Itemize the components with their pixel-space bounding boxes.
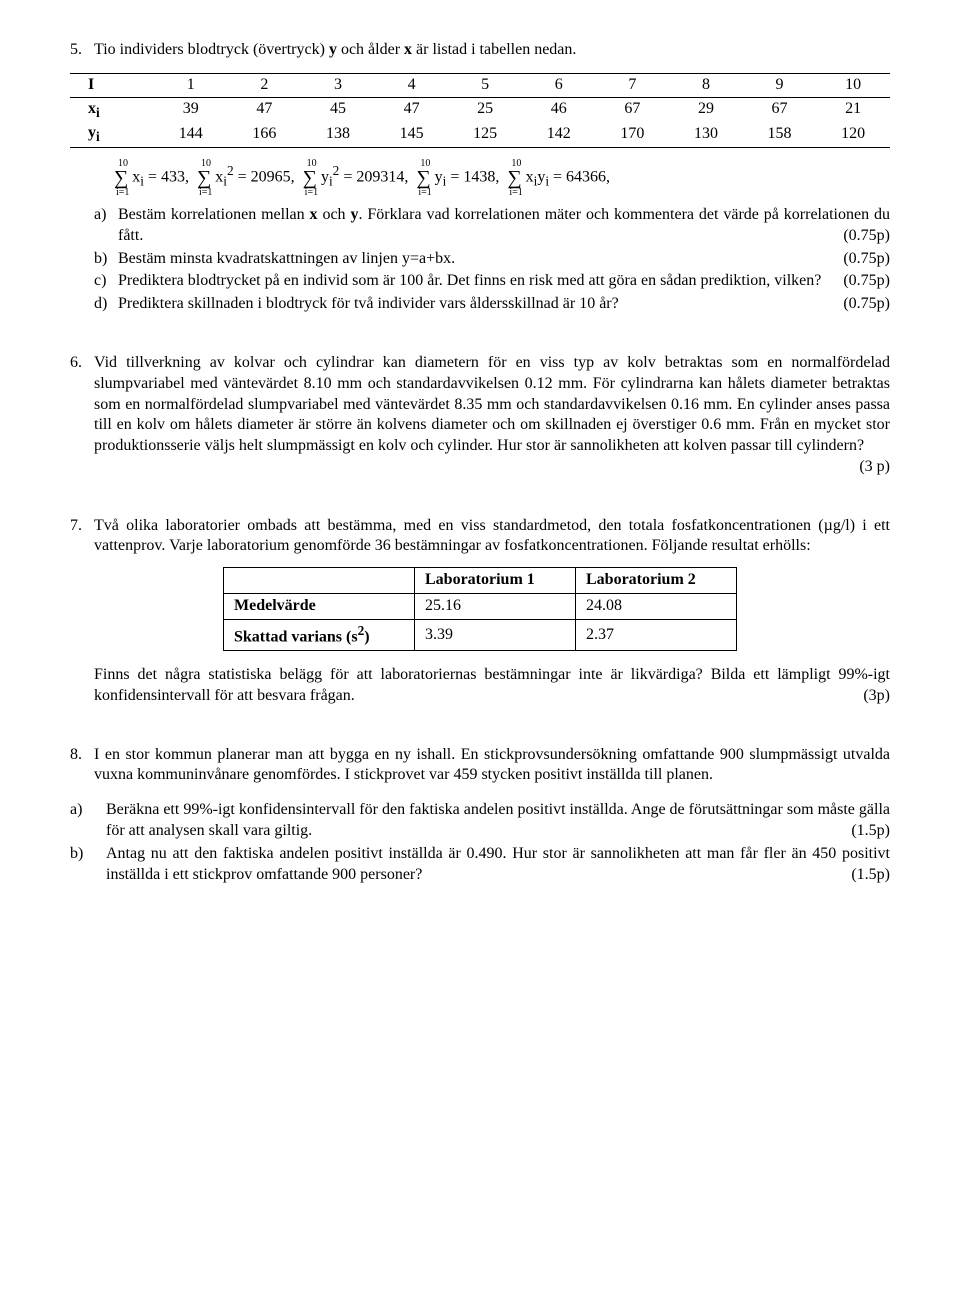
problem-7-outro: Finns det några statistiska belägg för a… bbox=[94, 666, 890, 704]
points: (1.5p) bbox=[851, 821, 890, 842]
points: (0.75p) bbox=[835, 249, 890, 270]
problem-8b: b) Antag nu att den faktiska andelen pos… bbox=[70, 844, 890, 886]
problem-5-table: I 1 2 3 4 5 6 7 8 9 10 xi 39 47 45 47 25… bbox=[70, 73, 890, 148]
problem-5a: a) Bestäm korrelationen mellan x och y. … bbox=[94, 205, 890, 247]
problem-8a: a) Beräkna ett 99%-igt konfidensinterval… bbox=[70, 800, 890, 842]
problem-6-text: Vid tillverkning av kolvar och cylindrar… bbox=[94, 354, 890, 454]
problem-6: 6. Vid tillverkning av kolvar och cylind… bbox=[70, 353, 890, 478]
problem-8-number: 8. bbox=[70, 745, 94, 787]
problem-5-sums: ∑10i=1 xi = 433, ∑10i=1 xi2 = 20965, ∑10… bbox=[114, 162, 890, 191]
problem-5c: c) Prediktera blodtrycket på en individ … bbox=[94, 271, 890, 292]
problem-7-number: 7. bbox=[70, 516, 94, 558]
table-row: yi 144 166 138 145 125 142 170 130 158 1… bbox=[70, 122, 890, 147]
problem-5b: b) Bestäm minsta kvadratskattningen av l… bbox=[94, 249, 890, 270]
problem-5d: d) Prediktera skillnaden i blodtryck för… bbox=[94, 294, 890, 315]
table-head-label: I bbox=[70, 73, 154, 97]
table-header-row: I 1 2 3 4 5 6 7 8 9 10 bbox=[70, 73, 890, 97]
points: (3 p) bbox=[859, 457, 890, 478]
points: (1.5p) bbox=[851, 865, 890, 886]
problem-5-number: 5. bbox=[70, 40, 94, 61]
problem-8: 8. I en stor kommun planerar man att byg… bbox=[70, 745, 890, 886]
problem-7: 7. Två olika laboratorier ombads att bes… bbox=[70, 516, 890, 707]
problem-6-number: 6. bbox=[70, 353, 94, 478]
problem-7-table: Laboratorium 1 Laboratorium 2 Medelvärde… bbox=[223, 567, 737, 651]
points: (0.75p) bbox=[843, 271, 890, 292]
points: (0.75p) bbox=[835, 294, 890, 315]
points: (3p) bbox=[863, 686, 890, 707]
points: (0.75p) bbox=[843, 226, 890, 247]
table-row: xi 39 47 45 47 25 46 67 29 67 21 bbox=[70, 97, 890, 122]
problem-5: 5. Tio individers blodtryck (övertryck) … bbox=[70, 40, 890, 315]
problem-8-intro: I en stor kommun planerar man att bygga … bbox=[94, 745, 890, 787]
problem-5-intro: Tio individers blodtryck (övertryck) y o… bbox=[94, 40, 890, 61]
problem-7-intro: Två olika laboratorier ombads att bestäm… bbox=[94, 516, 890, 558]
